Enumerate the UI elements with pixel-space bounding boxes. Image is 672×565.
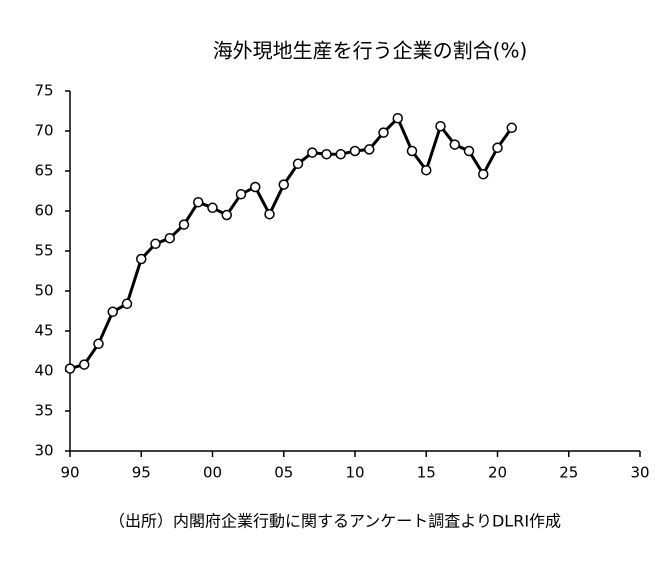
point (406, 145, 418, 157)
point (193, 196, 204, 208)
point (392, 112, 403, 124)
point (506, 122, 517, 134)
point (93, 338, 104, 350)
point (478, 168, 489, 180)
y-tick-label: 55 (34, 242, 53, 260)
point (136, 253, 147, 265)
y-tick-label: 45 (34, 322, 53, 340)
point (292, 158, 304, 170)
point (435, 120, 446, 132)
x-tick-label: 90 (60, 464, 79, 482)
point (449, 139, 460, 150)
point (150, 238, 161, 250)
x-tick-label: 20 (488, 464, 507, 482)
point (64, 363, 76, 374)
point (178, 219, 190, 230)
y-tick-label: 35 (34, 402, 53, 420)
chart-title: 海外現地生産を行う企業の割合(%) (213, 39, 528, 63)
source-note: （出所）内閣府企業行動に関するアンケート調査よりDLRI作成 (109, 512, 561, 531)
line (69, 116, 513, 371)
y-tick-label: 65 (34, 162, 53, 180)
point (250, 181, 261, 193)
y-tick-label: 70 (34, 122, 53, 140)
point (235, 188, 247, 200)
x-tick-label: 10 (345, 464, 364, 482)
x-tick-label: 15 (417, 464, 436, 482)
x-tick-label: 05 (274, 464, 293, 482)
y-tick-label: 30 (34, 442, 53, 460)
y-tick-label: 75 (34, 82, 53, 100)
point (207, 202, 218, 214)
point (463, 145, 475, 157)
point (264, 208, 275, 220)
point (378, 127, 389, 138)
x-tick-label: 00 (203, 464, 222, 482)
y-tick-label: 40 (34, 362, 53, 380)
point (164, 232, 175, 244)
point (307, 147, 318, 158)
point (121, 298, 133, 310)
point (421, 164, 432, 176)
point (349, 145, 361, 157)
point (79, 359, 90, 370)
x-tick-label: 95 (132, 464, 151, 482)
y-tick-label: 50 (34, 282, 53, 300)
x-tick-label: 30 (630, 464, 649, 482)
x-tick-label: 25 (559, 464, 578, 482)
point (221, 209, 232, 221)
point (321, 148, 332, 160)
point (364, 144, 375, 155)
point (335, 148, 346, 160)
point (278, 179, 289, 190)
y-tick-label: 60 (34, 202, 53, 220)
point (107, 306, 118, 318)
point (492, 142, 503, 154)
